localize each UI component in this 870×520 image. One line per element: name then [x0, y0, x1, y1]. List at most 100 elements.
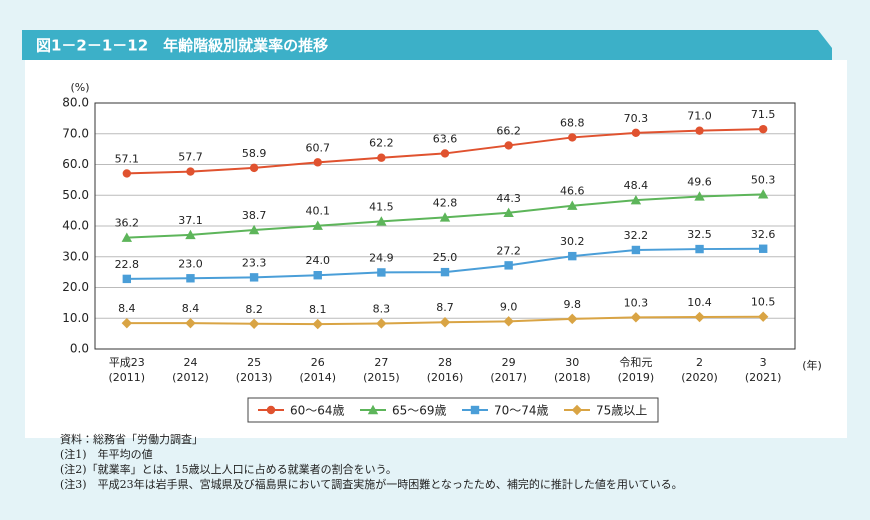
title-bar	[22, 30, 832, 60]
marker	[377, 268, 386, 277]
marker	[377, 153, 386, 162]
notes: 資料：総務省「労働力調査」 (注1) 年平均の値 (注2)「就業率」とは、15歳以上…	[60, 432, 683, 492]
marker	[185, 229, 196, 240]
marker	[630, 194, 642, 205]
data-label: 27.2	[496, 244, 521, 257]
data-label: 10.3	[624, 296, 649, 309]
marker	[695, 126, 704, 135]
marker	[504, 261, 513, 270]
marker	[503, 316, 514, 327]
data-label: 37.1	[178, 214, 203, 227]
x-tick-label: 令和元	[619, 355, 652, 369]
x-tick-year: (2017)	[490, 371, 527, 384]
marker	[248, 224, 260, 235]
marker	[376, 216, 387, 226]
y-tick-label: 0.0	[70, 342, 89, 356]
data-label: 8.3	[373, 302, 391, 315]
marker	[249, 273, 259, 282]
marker	[440, 149, 450, 158]
marker	[571, 404, 583, 416]
data-label: 10.5	[751, 296, 776, 309]
data-label: 24.9	[369, 251, 394, 264]
note: (注3) 平成23年は岩手県、宮城県及び福島県において調査実施が一時困難となった…	[60, 478, 683, 491]
y-tick-label: 60.0	[62, 157, 89, 171]
marker	[470, 405, 480, 415]
data-label: 70.3	[624, 112, 649, 125]
data-label: 57.7	[178, 151, 203, 164]
marker	[758, 244, 768, 253]
data-label: 32.2	[624, 229, 649, 242]
x-tick-year: (2016)	[427, 371, 464, 384]
y-unit: (%)	[70, 81, 89, 94]
data-label: 38.7	[242, 209, 267, 222]
data-label: 66.2	[496, 124, 521, 137]
x-tick-label: 26	[311, 356, 325, 369]
note: (注1) 年平均の値	[60, 448, 153, 461]
legend-label: 70～74歳	[494, 404, 549, 418]
note: 資料：総務省「労働力調査」	[60, 433, 203, 446]
marker	[312, 318, 323, 330]
data-label: 10.4	[687, 296, 712, 309]
legend-label: 60～64歳	[290, 404, 345, 418]
marker	[695, 244, 704, 254]
data-label: 62.2	[369, 137, 394, 150]
marker	[439, 212, 451, 222]
marker	[757, 311, 769, 322]
x-tick-label: 平成23	[109, 356, 145, 369]
plot-frame	[94, 102, 796, 350]
data-label: 50.3	[751, 173, 776, 186]
data-label: 57.1	[115, 152, 140, 165]
legend-label: 75歳以上	[596, 404, 647, 418]
legend-label: 65～69歳	[392, 404, 447, 418]
y-tick-label: 50.0	[62, 188, 89, 202]
data-label: 71.5	[751, 108, 776, 121]
y-tick-label: 80.0	[62, 96, 89, 110]
data-label: 24.0	[305, 254, 330, 267]
x-tick-year: (2019)	[618, 371, 655, 384]
marker	[694, 311, 705, 323]
data-label: 32.5	[687, 228, 712, 241]
marker	[631, 128, 641, 138]
data-label: 41.5	[369, 200, 394, 213]
data-label: 23.0	[178, 257, 203, 270]
data-label: 60.7	[305, 141, 330, 154]
data-label: 63.6	[433, 132, 458, 145]
x-tick-label: 30	[565, 356, 579, 369]
marker	[694, 191, 705, 201]
data-label: 23.3	[242, 256, 267, 269]
y-tick-label: 10.0	[62, 311, 89, 325]
data-label: 48.4	[624, 179, 649, 192]
chart-title: 図1－2－1－12 年齢階級別就業率の推移	[36, 37, 328, 55]
data-label: 8.7	[436, 301, 454, 314]
marker	[504, 141, 513, 150]
marker	[313, 271, 322, 280]
x-unit: (年)	[802, 358, 822, 372]
data-label: 9.8	[564, 298, 582, 311]
marker	[439, 317, 451, 328]
data-label: 8.4	[182, 302, 200, 315]
marker	[440, 267, 450, 277]
x-tick-label: 27	[374, 356, 388, 369]
x-tick-year: (2011)	[109, 371, 146, 384]
marker	[568, 133, 577, 142]
marker	[121, 232, 133, 242]
x-tick-year: (2013)	[236, 371, 273, 384]
marker	[567, 200, 578, 210]
data-label: 44.3	[496, 192, 521, 205]
x-tick-year: (2020)	[681, 371, 718, 384]
data-label: 42.8	[433, 196, 458, 209]
marker	[757, 189, 769, 199]
data-label: 46.6	[560, 185, 585, 198]
x-tick-year: (2014)	[299, 371, 336, 384]
data-label: 25.0	[433, 251, 458, 264]
marker	[567, 313, 578, 325]
marker	[186, 167, 195, 176]
marker	[312, 220, 323, 230]
marker	[758, 124, 768, 134]
y-tick-label: 20.0	[62, 280, 89, 294]
x-tick-label: 2	[696, 356, 703, 369]
marker	[313, 158, 322, 167]
data-label: 36.2	[115, 217, 140, 230]
